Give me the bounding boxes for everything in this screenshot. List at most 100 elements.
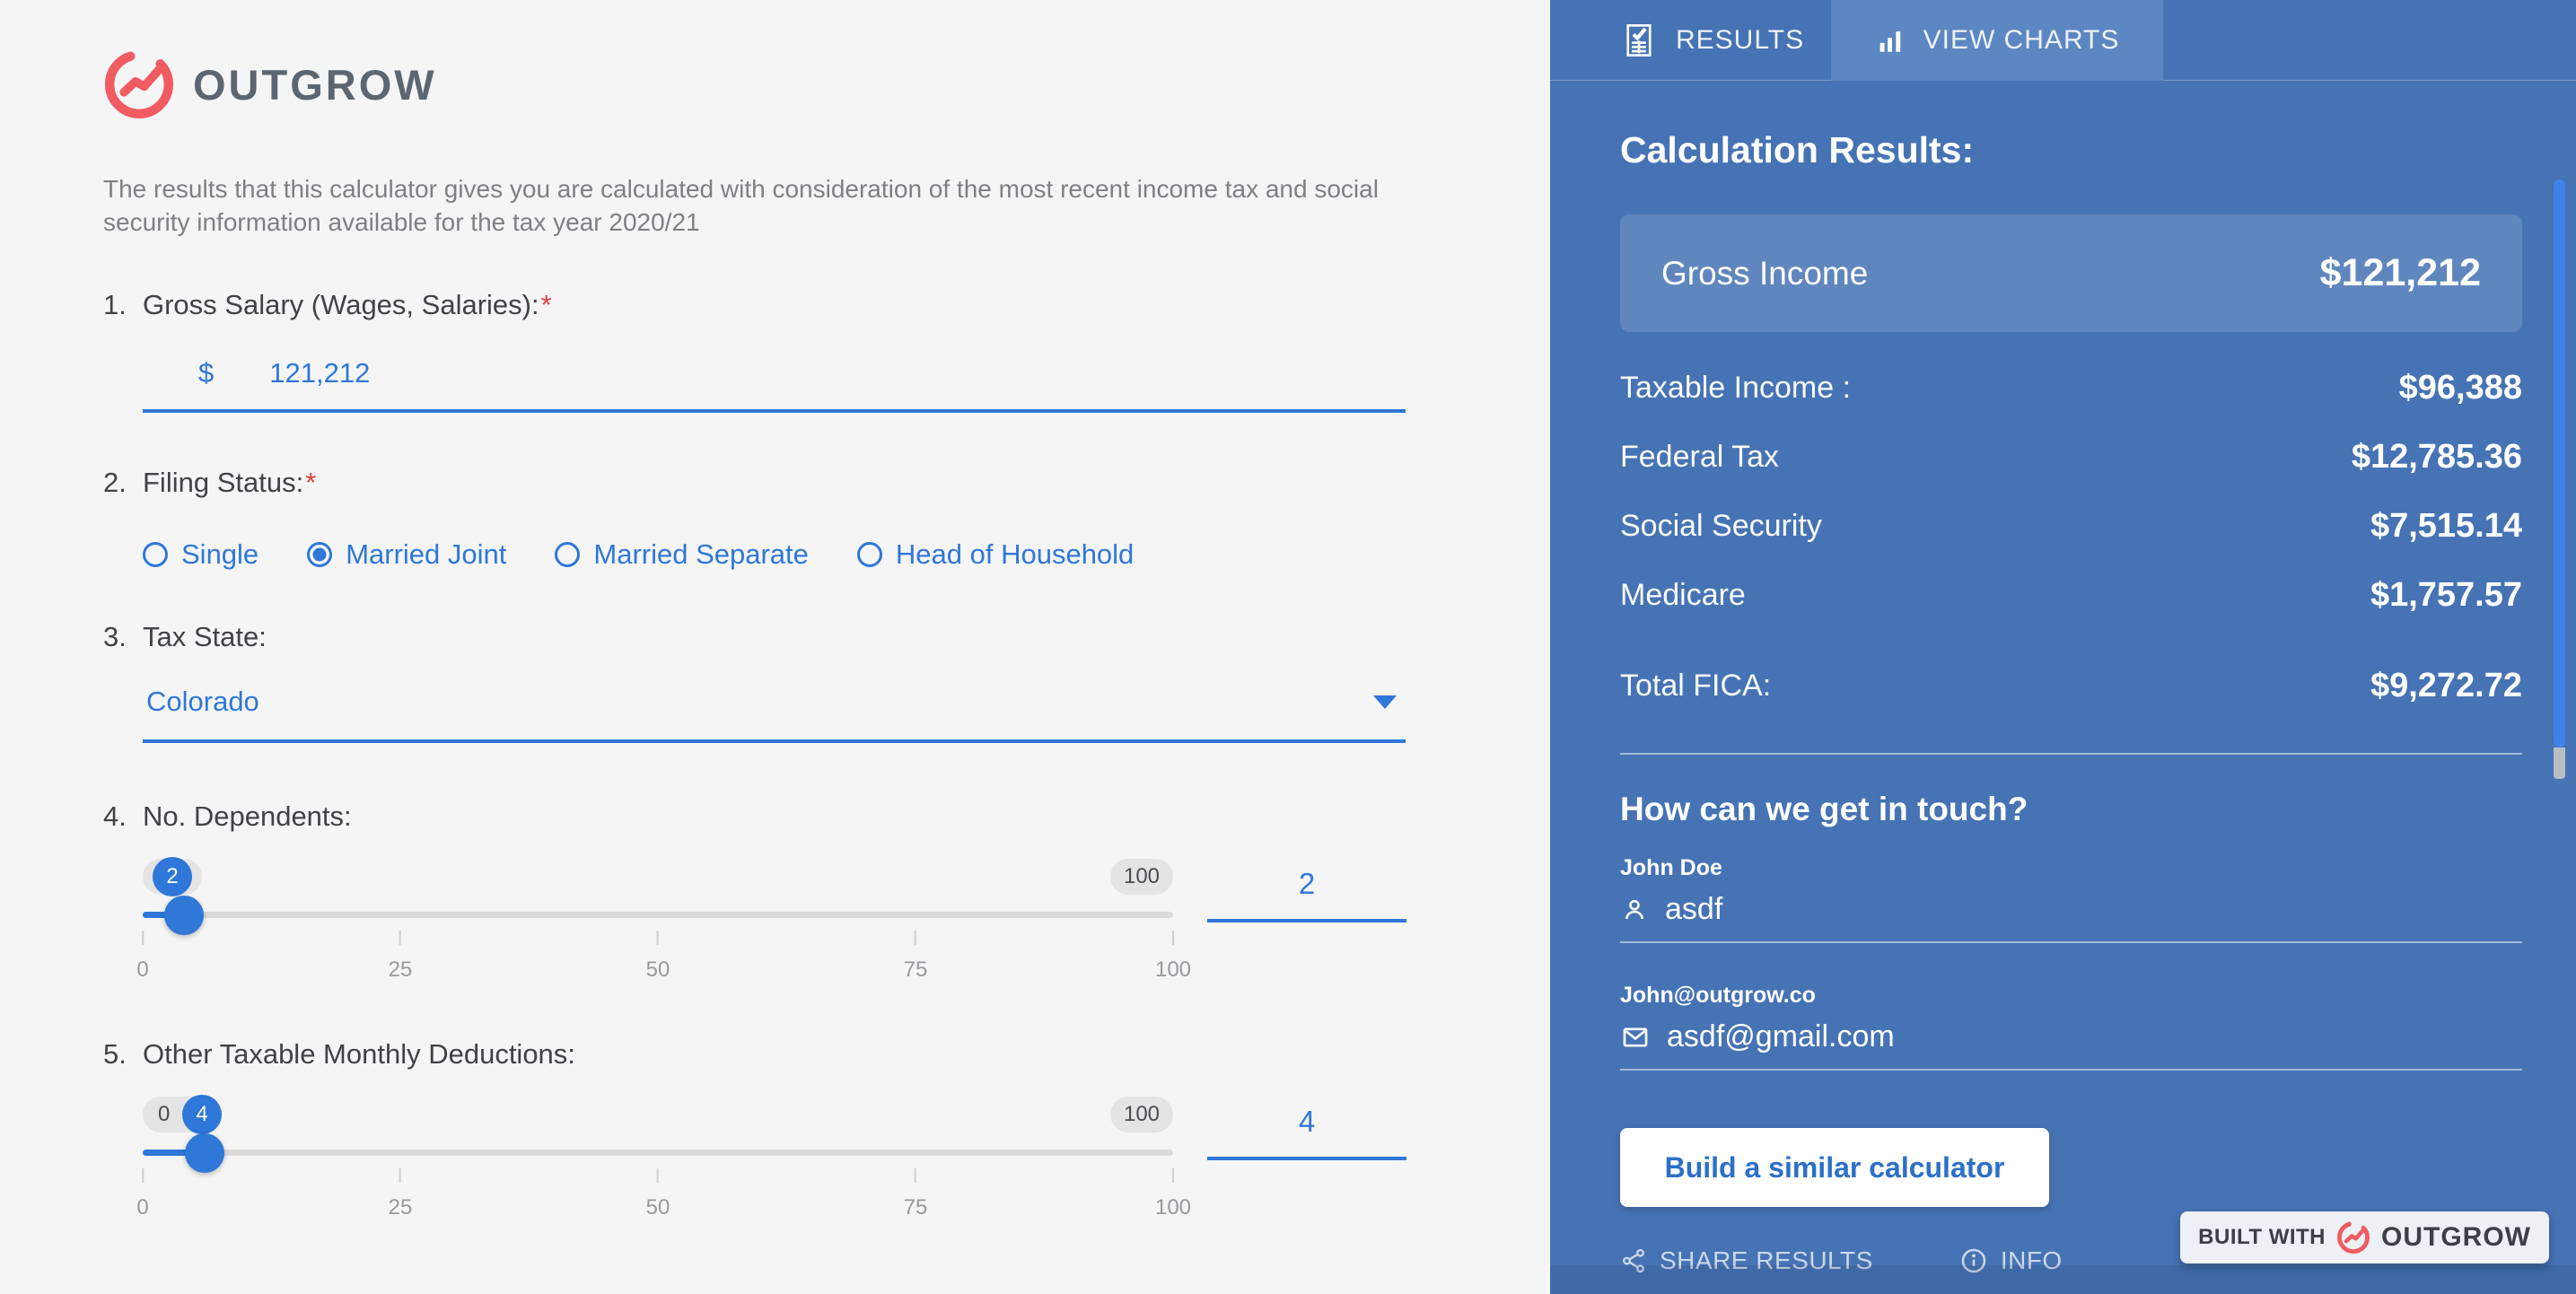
tick-label: 50 xyxy=(645,957,670,982)
radio-circle-icon[interactable] xyxy=(856,542,882,567)
tick-label: 0 xyxy=(136,1195,149,1220)
slider-value-badge: 4 xyxy=(182,1095,222,1134)
question-number: 3. xyxy=(103,621,127,652)
slider-track[interactable] xyxy=(143,1132,1173,1173)
question-filing-status: 2. Filing Status:* Single Married Joint xyxy=(103,467,1550,571)
name-field-label: John Doe xyxy=(1620,855,1722,880)
built-with-outgrow-badge[interactable]: BUILT WITH OUTGROW xyxy=(2180,1211,2549,1263)
gross-salary-value[interactable]: 121,212 xyxy=(269,357,371,389)
radio-label: Single xyxy=(181,538,259,570)
tab-view-charts[interactable]: VIEW CHARTS xyxy=(1831,0,2163,81)
built-with-label: BUILT WITH xyxy=(2198,1225,2326,1249)
built-with-brand: OUTGROW xyxy=(2381,1222,2531,1252)
scrollbar-track xyxy=(2554,748,2565,779)
calculator-pane: OUTGROW The results that this calculator… xyxy=(0,0,1550,1294)
slider-track[interactable] xyxy=(143,895,1173,935)
question-number: 1. xyxy=(103,289,127,320)
question-label: Gross Salary (Wages, Salaries):* xyxy=(143,289,552,320)
slider-fill xyxy=(143,912,184,918)
slider-thumb[interactable] xyxy=(184,1132,224,1173)
slider-fill xyxy=(143,1150,205,1156)
tab-label: VIEW CHARTS xyxy=(1923,25,2120,55)
question-label: Tax State: xyxy=(143,621,267,652)
filing-status-options: Single Married Joint Married Separate He… xyxy=(143,538,1550,571)
radio-married-separate[interactable]: Married Separate xyxy=(555,538,809,571)
info-button[interactable]: INFO xyxy=(1959,1246,2063,1275)
name-value: asdf xyxy=(1665,892,1723,926)
question-tax-state: 3. Tax State: Colorado xyxy=(103,621,1550,743)
outgrow-logo: OUTGROW xyxy=(103,47,1550,122)
question-label: No. Dependents: xyxy=(143,800,352,832)
question-gross-salary: 1. Gross Salary (Wages, Salaries):* $ 12… xyxy=(103,289,1550,413)
radio-married-joint[interactable]: Married Joint xyxy=(307,538,506,571)
question-number: 4. xyxy=(103,800,127,832)
required-asterisk: * xyxy=(305,467,317,498)
row-label: Medicare xyxy=(1620,578,1746,612)
deductions-value-input[interactable]: 4 xyxy=(1207,1105,1406,1160)
tick-label: 100 xyxy=(1154,957,1192,982)
share-icon xyxy=(1623,1248,1644,1273)
result-row-taxable-income: Taxable Income : $96,388 xyxy=(1620,354,2522,423)
radio-circle-icon[interactable] xyxy=(555,542,581,567)
slider-max-badge: 100 xyxy=(1110,1097,1173,1132)
question-number: 2. xyxy=(103,467,127,498)
deductions-slider[interactable]: 0 4 100 0 25 50 75 1 xyxy=(136,1095,1191,1226)
contact-heading: How can we get in touch? xyxy=(1620,791,2028,827)
dependents-slider[interactable]: 0 2 100 0 25 50 75 1 xyxy=(136,857,1191,988)
gross-salary-field[interactable]: $ 121,212 xyxy=(143,357,1406,413)
result-row-federal-tax: Federal Tax $12,785.36 xyxy=(1620,423,2522,492)
build-similar-calculator-button[interactable]: Build a similar calculator xyxy=(1620,1128,2049,1207)
email-input[interactable]: asdf@gmail.com xyxy=(1620,1019,2522,1071)
row-value: $96,388 xyxy=(2398,369,2522,407)
email-field-label: John@outgrow.co xyxy=(1620,983,1816,1008)
tab-results[interactable]: RESULTS xyxy=(1620,0,1804,81)
question-number: 5. xyxy=(103,1038,127,1070)
question-label: Filing Status:* xyxy=(143,467,317,498)
envelope-icon xyxy=(1623,1027,1648,1047)
chevron-down-icon[interactable] xyxy=(1373,695,1397,709)
intro-text: The results that this calculator gives y… xyxy=(103,175,1379,236)
radio-label: Head of Household xyxy=(895,538,1135,570)
result-row-total-fica: Total FICA: $9,272.72 xyxy=(1620,651,2522,721)
gross-income-value: $121,212 xyxy=(2319,251,2481,294)
tick-label: 75 xyxy=(903,957,928,982)
row-value: $12,785.36 xyxy=(2351,438,2522,476)
info-label: INFO xyxy=(2000,1246,2063,1274)
result-row-medicare: Medicare $1,757.57 xyxy=(1620,561,2522,630)
tax-state-dropdown[interactable]: Colorado xyxy=(143,686,1406,743)
results-tabs: RESULTS VIEW CHARTS xyxy=(1550,0,2576,81)
name-input[interactable]: asdf xyxy=(1620,892,2522,943)
email-value: asdf@gmail.com xyxy=(1667,1019,1895,1054)
radio-circle-icon[interactable] xyxy=(307,542,333,567)
radio-circle-icon[interactable] xyxy=(143,542,168,567)
results-icon xyxy=(1626,24,1652,57)
results-heading: Calculation Results: xyxy=(1620,129,1975,170)
tick-label: 50 xyxy=(645,1195,670,1220)
tick-label: 25 xyxy=(388,1195,413,1220)
radio-single[interactable]: Single xyxy=(143,538,258,571)
radio-label: Married Separate xyxy=(593,538,809,570)
results-rows: Taxable Income : $96,388 Federal Tax $12… xyxy=(1620,354,2522,630)
share-results-button[interactable]: SHARE RESULTS xyxy=(1620,1246,1873,1275)
panel-bottom-strip xyxy=(1550,1265,2576,1294)
row-label: Social Security xyxy=(1620,509,1822,543)
scrollbar-thumb[interactable] xyxy=(2554,179,2565,748)
outgrow-logo-icon xyxy=(103,48,175,120)
radio-label: Married Joint xyxy=(346,538,507,570)
brand-name: OUTGROW xyxy=(193,60,437,109)
panel-footer: SHARE RESULTS INFO xyxy=(1620,1246,2522,1275)
currency-symbol: $ xyxy=(198,357,215,389)
radio-head-of-household[interactable]: Head of Household xyxy=(856,538,1135,571)
slider-thumb[interactable] xyxy=(163,895,204,935)
row-label: Taxable Income : xyxy=(1620,371,1852,405)
dependents-value-input[interactable]: 2 xyxy=(1207,867,1406,922)
tick-label: 0 xyxy=(136,957,149,982)
slider-max-badge: 100 xyxy=(1110,859,1173,895)
tick-label: 75 xyxy=(903,1195,928,1220)
panel-scrollbar[interactable] xyxy=(2554,179,2565,779)
question-label: Other Taxable Monthly Deductions: xyxy=(143,1038,575,1070)
info-icon xyxy=(1961,1248,1986,1273)
row-label: Total FICA: xyxy=(1620,669,1772,703)
row-value: $1,757.57 xyxy=(2370,576,2522,614)
section-divider xyxy=(1620,753,2522,755)
